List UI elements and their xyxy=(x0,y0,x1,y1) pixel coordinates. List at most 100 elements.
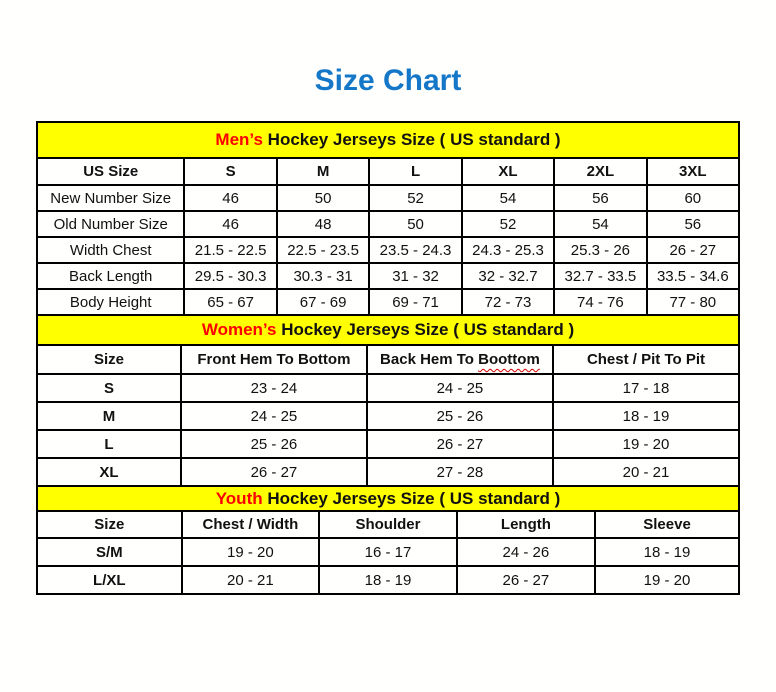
womens-size-table: Women’s Hockey Jerseys Size ( US standar… xyxy=(36,314,741,487)
size-value-cell: 24 - 25 xyxy=(179,401,368,431)
row-label: Width Chest xyxy=(35,236,186,264)
row-label: S xyxy=(36,373,182,403)
size-value-cell: 52 xyxy=(368,184,463,212)
size-value-cell: 48 xyxy=(275,210,371,238)
row-label: Old Number Size xyxy=(35,210,186,238)
size-value-cell: 77 - 80 xyxy=(645,288,741,316)
column-header: Shoulder xyxy=(318,510,458,539)
size-value-cell: 32.7 - 33.5 xyxy=(553,262,648,290)
column-header: S xyxy=(183,157,278,186)
table-row: Body Height 65 - 67 67 - 69 69 - 71 72 -… xyxy=(35,288,741,316)
mens-section-row: Men’s Hockey Jerseys Size ( US standard … xyxy=(36,121,740,159)
table-row: M 24 - 25 25 - 26 18 - 19 xyxy=(36,401,741,431)
column-header: XL xyxy=(460,157,556,186)
size-value-cell: 25 - 26 xyxy=(365,401,554,431)
size-value-cell: 27 - 28 xyxy=(365,457,554,487)
column-header: Length xyxy=(455,510,597,539)
row-label: Body Height xyxy=(35,288,186,316)
womens-section-title-text: Hockey Jerseys Size ( US standard ) xyxy=(276,320,575,339)
column-header: M xyxy=(275,157,371,186)
column-header-text: Back Hem To xyxy=(380,351,479,368)
womens-section-header: Women’s Hockey Jerseys Size ( US standar… xyxy=(36,314,740,346)
mens-section-title-text: Hockey Jerseys Size ( US standard ) xyxy=(262,130,561,149)
row-label: XL xyxy=(36,457,182,487)
size-value-cell: 50 xyxy=(275,184,371,212)
size-value-cell: 31 - 32 xyxy=(368,262,463,290)
size-value-cell: 46 xyxy=(183,210,278,238)
table-row: Width Chest 21.5 - 22.5 22.5 - 23.5 23.5… xyxy=(35,236,741,264)
size-value-cell: 52 xyxy=(460,210,556,238)
size-chart-page: Size Chart Men’s Hockey Jerseys Size ( U… xyxy=(0,64,776,595)
mens-section-header: Men’s Hockey Jerseys Size ( US standard … xyxy=(36,121,740,159)
mens-size-table: Men’s Hockey Jerseys Size ( US standard … xyxy=(35,121,741,316)
size-value-cell: 60 xyxy=(645,184,741,212)
table-row: L 25 - 26 26 - 27 19 - 20 xyxy=(36,429,741,459)
size-value-cell: 26 - 27 xyxy=(645,236,741,264)
youth-header-row: Size Chest / Width Shoulder Length Sleev… xyxy=(36,510,740,539)
size-value-cell: 26 - 27 xyxy=(365,429,554,459)
size-value-cell: 24 - 25 xyxy=(365,373,554,403)
row-label: S/M xyxy=(36,537,183,567)
size-value-cell: 16 - 17 xyxy=(318,537,458,567)
page-title: Size Chart xyxy=(314,64,462,97)
column-header: Sleeve xyxy=(594,510,740,539)
size-value-cell: 67 - 69 xyxy=(275,288,371,316)
size-value-cell: 74 - 76 xyxy=(553,288,648,316)
column-header: Front Hem To Bottom xyxy=(179,344,368,375)
column-header: 3XL xyxy=(645,157,741,186)
size-value-cell: 20 - 21 xyxy=(551,457,741,487)
size-value-cell: 65 - 67 xyxy=(183,288,278,316)
size-value-cell: 50 xyxy=(368,210,463,238)
size-tables: Men’s Hockey Jerseys Size ( US standard … xyxy=(35,121,741,595)
youth-section-row: Youth Hockey Jerseys Size ( US standard … xyxy=(36,485,740,512)
size-value-cell: 19 - 20 xyxy=(180,537,321,567)
youth-section-highlight: Youth xyxy=(215,488,263,508)
table-row: S/M 19 - 20 16 - 17 24 - 26 18 - 19 xyxy=(36,537,740,567)
womens-header-row: Size Front Hem To Bottom Back Hem To Boo… xyxy=(36,344,741,375)
size-value-cell: 26 - 27 xyxy=(179,457,368,487)
row-label: Back Length xyxy=(35,262,186,290)
table-row: XL 26 - 27 27 - 28 20 - 21 xyxy=(36,457,741,487)
size-value-cell: 25.3 - 26 xyxy=(553,236,648,264)
youth-size-table: Youth Hockey Jerseys Size ( US standard … xyxy=(36,485,740,595)
size-value-cell: 18 - 19 xyxy=(318,565,458,595)
size-value-cell: 22.5 - 23.5 xyxy=(275,236,371,264)
womens-section-row: Women’s Hockey Jerseys Size ( US standar… xyxy=(36,314,740,346)
youth-section-header: Youth Hockey Jerseys Size ( US standard … xyxy=(36,485,740,512)
misspelled-word: Boottom xyxy=(478,351,540,368)
column-header: Size xyxy=(36,510,183,539)
size-value-cell: 72 - 73 xyxy=(460,288,556,316)
column-header: Size xyxy=(36,344,182,375)
column-header: 2XL xyxy=(553,157,648,186)
size-value-cell: 54 xyxy=(460,184,556,212)
table-row: Old Number Size 46 48 50 52 54 56 xyxy=(35,210,741,238)
table-row: L/XL 20 - 21 18 - 19 26 - 27 19 - 20 xyxy=(36,565,740,595)
size-value-cell: 23.5 - 24.3 xyxy=(368,236,463,264)
column-header: Chest / Pit To Pit xyxy=(551,344,741,375)
size-value-cell: 30.3 - 31 xyxy=(275,262,371,290)
table-row: S 23 - 24 24 - 25 17 - 18 xyxy=(36,373,741,403)
womens-section-highlight: Women’s xyxy=(201,320,277,339)
size-value-cell: 33.5 - 34.6 xyxy=(645,262,741,290)
row-label: L xyxy=(36,429,182,459)
size-value-cell: 29.5 - 30.3 xyxy=(183,262,278,290)
size-value-cell: 32 - 32.7 xyxy=(460,262,556,290)
row-label: New Number Size xyxy=(35,184,186,212)
size-value-cell: 18 - 19 xyxy=(551,401,741,431)
column-header: Chest / Width xyxy=(180,510,321,539)
size-value-cell: 56 xyxy=(553,184,648,212)
size-value-cell: 54 xyxy=(553,210,648,238)
size-value-cell: 21.5 - 22.5 xyxy=(183,236,278,264)
size-value-cell: 46 xyxy=(183,184,278,212)
size-value-cell: 19 - 20 xyxy=(594,565,740,595)
size-value-cell: 23 - 24 xyxy=(179,373,368,403)
size-value-cell: 24 - 26 xyxy=(455,537,597,567)
size-value-cell: 24.3 - 25.3 xyxy=(460,236,556,264)
size-value-cell: 18 - 19 xyxy=(594,537,740,567)
row-label: L/XL xyxy=(36,565,183,595)
size-value-cell: 19 - 20 xyxy=(551,429,741,459)
row-label: M xyxy=(36,401,182,431)
mens-header-row: US Size S M L XL 2XL 3XL xyxy=(35,157,741,186)
mens-section-highlight: Men’s xyxy=(215,130,263,149)
size-value-cell: 17 - 18 xyxy=(551,373,741,403)
